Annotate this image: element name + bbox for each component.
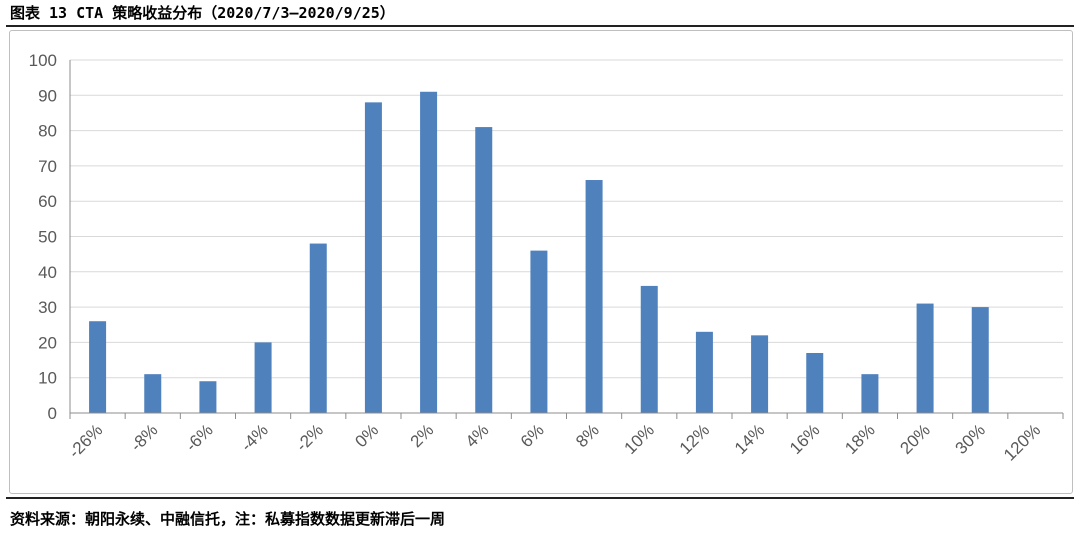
bar	[530, 250, 548, 413]
bottom-rule	[6, 497, 1074, 499]
x-tick-label: 4%	[462, 420, 493, 451]
x-tick-label: 30%	[952, 420, 989, 457]
bar	[861, 374, 879, 413]
x-tick-label: 10%	[621, 420, 658, 457]
bar	[806, 352, 824, 413]
chart-frame: 0 10 20 30 40 50 60 70 80 90 100 -26% -8% -6% -4% -2% 0%…	[9, 30, 1073, 494]
bar	[420, 91, 438, 413]
bar-chart: 0 10 20 30 40 50 60 70 80 90 100 -26% -8% -6% -4% -2% 0%…	[29, 51, 1064, 465]
bar	[254, 342, 272, 413]
y-tick-label: 0	[48, 404, 57, 423]
bar	[364, 102, 382, 414]
source-note: 资料来源：朝阳永续、中融信托，注：私募指数数据更新滞后一周	[10, 510, 446, 528]
x-tick-label: 120%	[1000, 420, 1044, 464]
x-tick-label: 14%	[731, 420, 768, 457]
x-tick-label: 6%	[517, 420, 548, 451]
x-tick-label: 8%	[572, 420, 603, 451]
y-tick-label: 40	[38, 263, 57, 282]
x-tick-label: 2%	[407, 420, 438, 451]
x-tick-label: -26%	[65, 420, 106, 461]
y-tick-label: 90	[38, 86, 57, 105]
y-tick-label: 60	[38, 192, 57, 211]
y-tick-label: 100	[29, 51, 57, 70]
x-tick-label: 20%	[896, 420, 933, 457]
x-tick-label: -2%	[292, 420, 327, 455]
figure-title: 图表 13 CTA 策略收益分布（2020/7/3—2020/9/25）	[10, 4, 395, 22]
x-tick-label: 16%	[786, 420, 823, 457]
bar	[640, 285, 658, 413]
x-tick-label: 18%	[841, 420, 878, 457]
y-tick-label: 50	[38, 228, 57, 247]
bar	[916, 303, 934, 413]
bar	[89, 321, 107, 413]
x-tick-label: 0%	[351, 420, 382, 451]
bar	[971, 307, 989, 413]
x-tick-label: -4%	[237, 420, 272, 455]
bar	[751, 335, 769, 413]
x-tick-label: 12%	[676, 420, 713, 457]
bar	[144, 374, 162, 413]
bar	[309, 243, 327, 413]
x-tick-label: -6%	[182, 420, 217, 455]
y-tick-label: 10	[38, 369, 57, 388]
y-tick-label: 30	[38, 298, 57, 317]
y-tick-label: 80	[38, 122, 57, 141]
top-rule	[6, 25, 1074, 27]
bar	[475, 127, 493, 413]
bar	[199, 381, 217, 413]
y-tick-label: 20	[38, 333, 57, 352]
bar	[695, 331, 713, 413]
x-tick-label: -8%	[127, 420, 162, 455]
bar	[585, 180, 603, 413]
y-tick-label: 70	[38, 157, 57, 176]
